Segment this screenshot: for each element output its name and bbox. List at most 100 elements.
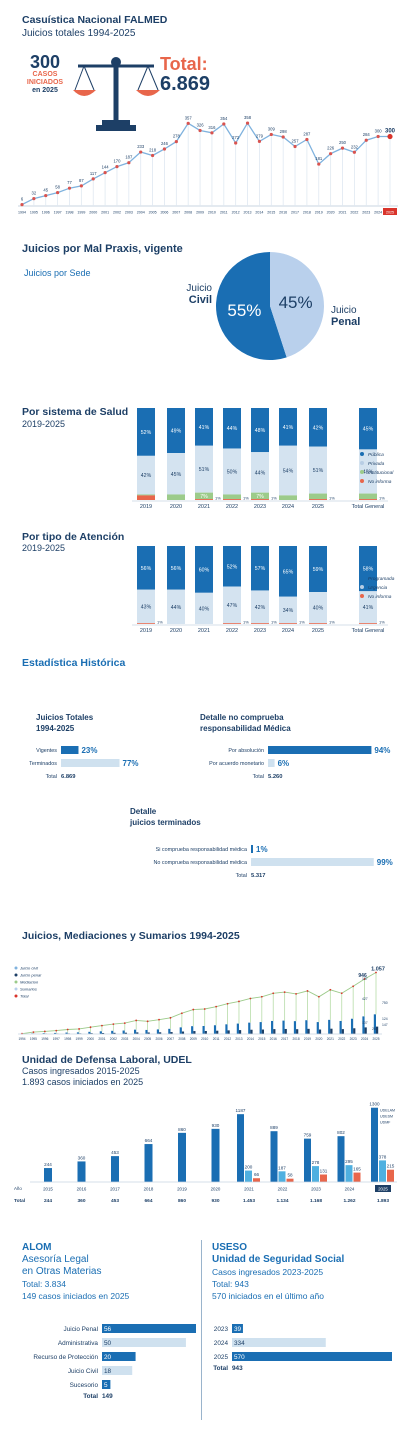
bar xyxy=(304,1138,311,1182)
legend-label: No informa xyxy=(368,594,392,600)
legend-label: Pública xyxy=(368,452,384,458)
legend-label: Mediacion xyxy=(20,980,39,985)
x-tick-label: 2018 xyxy=(293,1037,300,1041)
bar-segment xyxy=(137,455,155,495)
bar-segment xyxy=(167,453,185,495)
x-tick-label: Total General xyxy=(352,628,385,634)
data-point xyxy=(210,131,214,135)
x-tick-label: 2017 xyxy=(110,1187,120,1192)
bar-segment xyxy=(195,592,213,624)
data-label: 300 xyxy=(375,129,383,134)
bar-segment xyxy=(359,591,377,624)
x-tick-label: 2023 xyxy=(254,504,266,510)
x-tick-label: 2020 xyxy=(170,628,182,634)
x-tick-label: 1998 xyxy=(65,211,73,215)
total-point xyxy=(135,1019,138,1022)
bar-civil xyxy=(179,1027,182,1034)
bar-civil xyxy=(225,1024,228,1034)
data-point xyxy=(150,153,155,158)
alom-header: ALOM Asesoría Legal en Otras Materias To… xyxy=(22,1242,129,1302)
total-label: Total xyxy=(213,1365,228,1372)
bar-segment xyxy=(359,499,377,500)
alom-hbar-chart: Juicio Penal 56 Administrativa 50 Recurso de… xyxy=(33,1324,196,1400)
data-label: 41% xyxy=(283,425,294,431)
bar-segment xyxy=(223,408,241,449)
small-label: 1% xyxy=(329,496,335,501)
bar-segment xyxy=(309,592,327,624)
bar-segment xyxy=(279,596,297,624)
data-label: 44% xyxy=(255,470,266,476)
bar xyxy=(251,845,253,853)
x-tick-label: 2001 xyxy=(101,211,109,215)
bar xyxy=(144,1144,153,1182)
data-point xyxy=(340,146,345,150)
x-tick-label: 2025 xyxy=(312,628,324,634)
annotation-label: 427 xyxy=(362,997,368,1001)
bar-segment xyxy=(137,589,155,624)
jt-hbar-chart: Vigentes 23% Terminados 77% Total 6.869 xyxy=(29,746,139,780)
data-label: 42% xyxy=(141,473,152,479)
data-label: 218 xyxy=(149,148,157,153)
data-label: 41% xyxy=(363,605,374,611)
x-tick-label: 2003 xyxy=(125,211,133,215)
total-point xyxy=(375,971,377,974)
x-tick-label: 2022 xyxy=(278,1187,288,1192)
data-point xyxy=(174,140,178,144)
bar-value-label: 1300 xyxy=(369,1102,380,1107)
sistema-title: Por sistema de Salud xyxy=(22,406,129,418)
data-point xyxy=(387,133,393,140)
x-tick-label: 2011 xyxy=(220,211,228,215)
bar xyxy=(102,1324,196,1333)
x-tick-label: 2020 xyxy=(327,211,335,215)
data-point xyxy=(67,186,72,190)
data-point xyxy=(352,150,356,154)
data-label: 300 xyxy=(385,129,396,135)
bar-category: 2024 xyxy=(214,1340,229,1347)
x-tick-label: 2016 xyxy=(77,1187,87,1192)
data-label: 326 xyxy=(197,123,205,128)
data-label: 42% xyxy=(255,605,266,611)
data-label: 56% xyxy=(171,566,182,572)
penal-label-line2: Penal xyxy=(331,316,361,328)
pie-label-0: 55% xyxy=(227,301,261,320)
annotation-label: 1.057 xyxy=(371,967,385,973)
total-point xyxy=(112,1023,115,1026)
total-point xyxy=(340,992,343,995)
dt-title: Detalle juicios terminados xyxy=(130,806,201,828)
useso-header: USESO Unidad de Seguridad Social Casos i… xyxy=(212,1242,344,1302)
annotation-label: 750 xyxy=(382,1001,388,1005)
nc-title: Detalle no comprueba responsabilidad Méd… xyxy=(200,712,291,734)
data-point xyxy=(234,141,238,145)
total-value: 1.262 xyxy=(343,1198,355,1204)
data-label: 58 xyxy=(55,185,60,190)
bar-segment xyxy=(137,546,155,590)
data-label: 34% xyxy=(283,608,294,614)
data-label: 170 xyxy=(113,159,121,164)
x-tick-label: 2008 xyxy=(178,1037,185,1041)
x-tick-label: 2014 xyxy=(255,211,263,215)
data-label: 51% xyxy=(313,468,324,474)
bar xyxy=(337,1136,345,1182)
malpraxis-pie-chart: 55% 45% xyxy=(216,252,324,360)
x-tick-label: 2021 xyxy=(339,211,347,215)
total-value: 5.260 xyxy=(268,774,283,780)
bar-penal xyxy=(284,1028,287,1034)
bar-penal xyxy=(227,1030,230,1034)
data-label: 52% xyxy=(141,430,152,436)
total-label: Total xyxy=(46,774,57,780)
bar xyxy=(253,1178,260,1182)
legend-label: UDMF xyxy=(380,1121,391,1125)
x-tick-label: 1995 xyxy=(30,1037,37,1041)
bar-segment xyxy=(223,448,241,495)
data-point xyxy=(186,121,190,125)
legend-dot xyxy=(14,966,18,970)
total-point xyxy=(215,1005,218,1008)
bar-segment xyxy=(223,623,241,624)
historic-title: Estadística Histórica xyxy=(22,657,126,669)
x-tick-label: 2004 xyxy=(137,211,145,215)
bar-segment xyxy=(251,492,269,500)
total-point xyxy=(158,1018,160,1021)
bar-civil xyxy=(156,1029,160,1034)
x-tick-label: 2012 xyxy=(232,211,240,215)
bar xyxy=(286,1178,294,1182)
